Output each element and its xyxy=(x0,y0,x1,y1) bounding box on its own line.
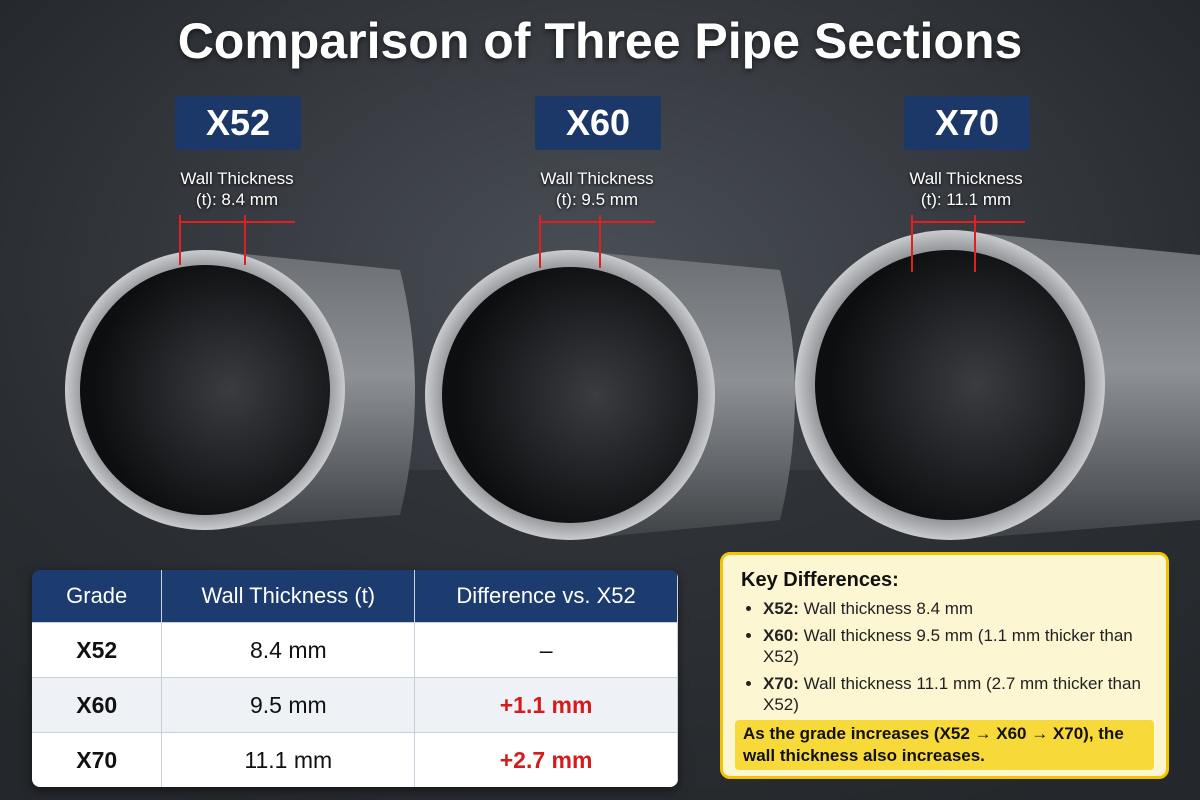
cell: X60 xyxy=(32,677,163,733)
wall-label-line: Wall Thickness xyxy=(180,169,294,188)
row: X52 8.4 mm – xyxy=(32,622,678,678)
wall-label-line: Wall Thickness xyxy=(540,169,654,188)
header-row: Grade Wall Thickness (t) Difference vs. … xyxy=(32,570,678,623)
wall-label-line: (t): 8.4 mm xyxy=(195,190,279,209)
key-grade: X70: xyxy=(763,674,799,693)
key-note: As the grade increases (X52 → X60 → X70)… xyxy=(735,720,1154,770)
key-item: X60: Wall thickness 9.5 mm (1.1 mm thick… xyxy=(763,625,1152,667)
key-grade: X60: xyxy=(763,626,799,645)
cell: 8.4 mm xyxy=(161,622,416,678)
wall-label-line: (t): 9.5 mm xyxy=(555,190,639,209)
cell: 11.1 mm xyxy=(161,732,416,787)
key-list: X52: Wall thickness 8.4 mm X60: Wall thi… xyxy=(723,598,1166,715)
cell: X70 xyxy=(32,732,163,787)
key-differences-box: Key Differences: X52: Wall thickness 8.4… xyxy=(720,552,1169,779)
wall-label: Wall Thickness (t): 8.4 mm xyxy=(137,168,337,210)
wall-label: Wall Thickness (t): 11.1 mm xyxy=(866,168,1066,210)
grade-badge: X70 xyxy=(904,96,1030,150)
key-text: Wall thickness 8.4 mm xyxy=(803,599,974,618)
header-cell: Wall Thickness (t) xyxy=(161,570,416,623)
comparison-table: Grade Wall Thickness (t) Difference vs. … xyxy=(32,570,678,787)
key-item: X52: Wall thickness 8.4 mm xyxy=(763,598,1152,619)
cell: +2.7 mm xyxy=(414,732,678,787)
row: X60 9.5 mm +1.1 mm xyxy=(32,677,678,733)
grade-badge: X52 xyxy=(175,96,301,150)
wall-label-line: (t): 11.1 mm xyxy=(920,190,1012,209)
title: Comparison of Three Pipe Sections xyxy=(177,13,1023,69)
row: X70 11.1 mm +2.7 mm xyxy=(32,732,678,787)
key-item: X70: Wall thickness 11.1 mm (2.7 mm thic… xyxy=(763,673,1152,715)
wall-label: Wall Thickness (t): 9.5 mm xyxy=(497,168,697,210)
grade-badge: X60 xyxy=(535,96,661,150)
key-text: Wall thickness 11.1 mm (2.7 mm thicker t… xyxy=(763,674,1141,714)
header-cell: Difference vs. X52 xyxy=(414,570,678,623)
cell: – xyxy=(414,622,678,678)
key-grade: X52: xyxy=(763,599,799,618)
header-cell: Grade xyxy=(32,570,163,623)
cell: 9.5 mm xyxy=(161,677,416,733)
cell: +1.1 mm xyxy=(414,677,678,733)
key-title: Key Differences: xyxy=(741,569,899,591)
key-text: Wall thickness 9.5 mm (1.1 mm thicker th… xyxy=(763,626,1133,666)
wall-label-line: Wall Thickness xyxy=(909,169,1023,188)
cell: X52 xyxy=(32,622,163,678)
